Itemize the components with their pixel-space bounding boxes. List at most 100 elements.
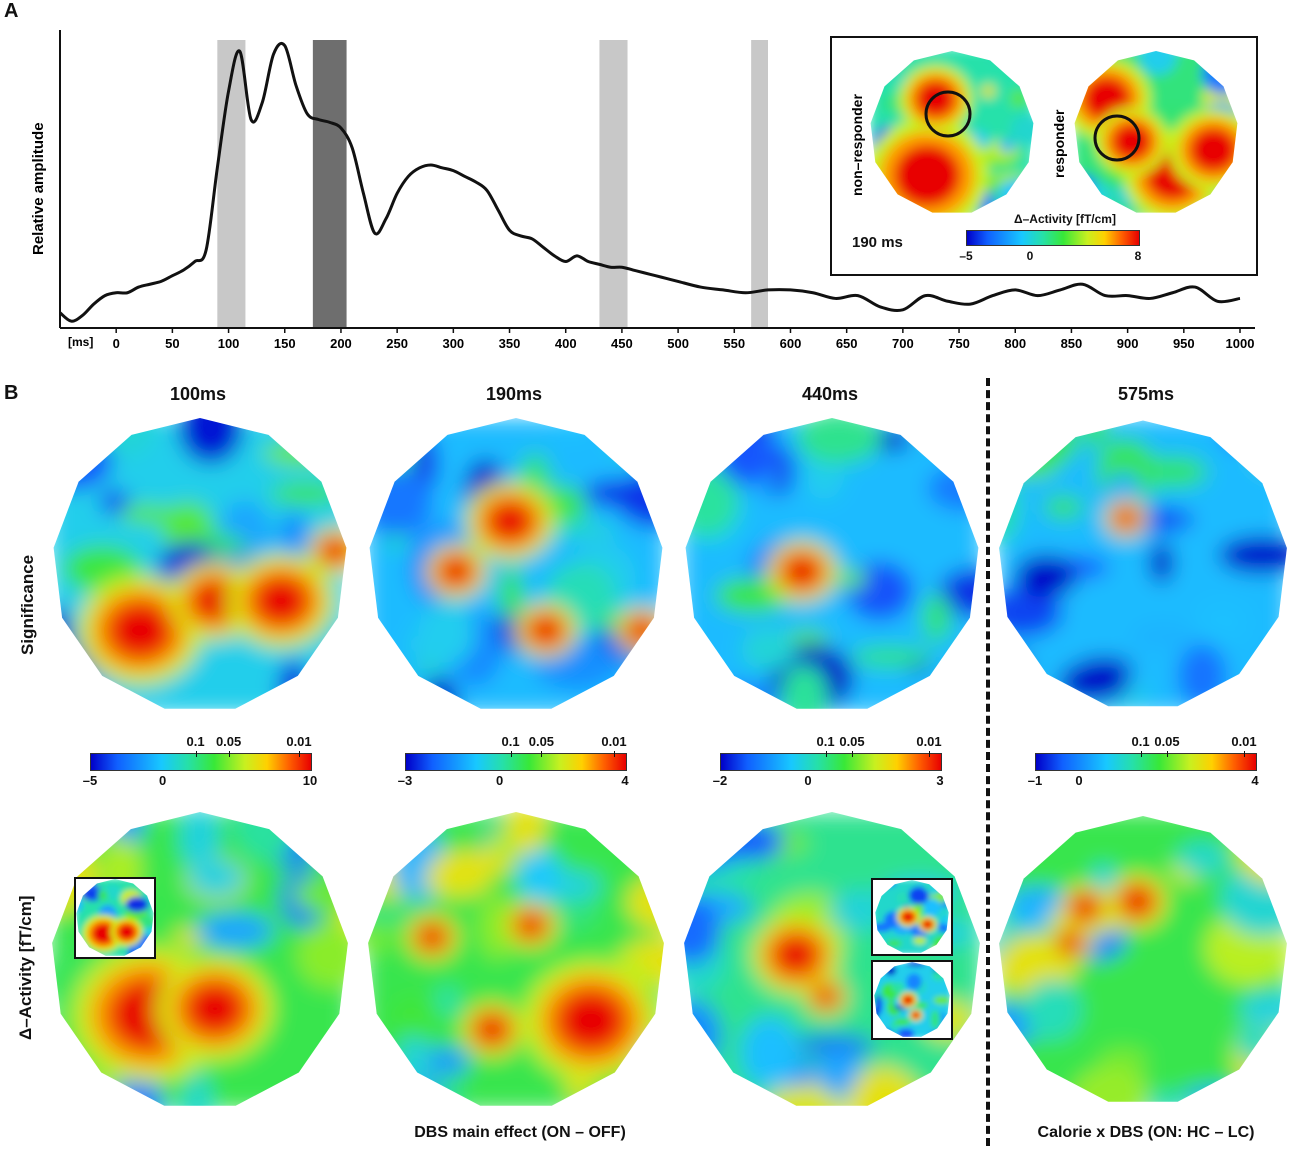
x-tick-label: 650 xyxy=(836,336,858,351)
inset-cbar-title: Δ–Activity [fT/cm] xyxy=(1014,212,1116,226)
activity-map-100ms xyxy=(50,812,350,1110)
colorbar-100ms xyxy=(90,753,312,771)
inset-map-440ms-top xyxy=(871,878,953,956)
colorbar-pvalue-label: 0.01 xyxy=(601,734,627,749)
significance-map-190ms xyxy=(366,418,666,713)
x-tick-label: 1000 xyxy=(1226,336,1255,351)
highlight-band-1 xyxy=(312,40,347,328)
colorbar-440ms xyxy=(720,753,942,771)
colorbar-pvalue-label: 0.1 xyxy=(501,734,520,749)
nonresponder-map xyxy=(870,48,1034,218)
x-tick-label: 150 xyxy=(274,336,296,351)
colorbar-pvalue-tick xyxy=(1140,751,1142,757)
colorbar-pvalue-tick xyxy=(1244,751,1245,757)
colorbar-pvalue-tick xyxy=(852,751,853,757)
x-tick-label: 200 xyxy=(330,336,352,351)
significance-map-440ms xyxy=(682,418,982,713)
x-tick-label: 50 xyxy=(165,336,179,351)
colorbar-190ms xyxy=(405,753,627,771)
colorbar-tick-label: –1 xyxy=(1027,773,1043,788)
colorbar-pvalue-label: 0.1 xyxy=(186,734,205,749)
x-tick-label: 900 xyxy=(1117,336,1139,351)
x-tick-label: 850 xyxy=(1061,336,1083,351)
colorbar-tick-label: 4 xyxy=(621,773,629,788)
colorbar-pvalue-tick xyxy=(195,751,197,757)
nonresponder-label: non–responder xyxy=(849,94,865,196)
column-title-440ms: 440ms xyxy=(801,384,859,404)
colorbar-pvalue-label: 0.05 xyxy=(1154,734,1180,749)
inset-map-100ms xyxy=(74,877,156,959)
highlight-band-0 xyxy=(217,40,246,328)
x-tick-label: 750 xyxy=(948,336,970,351)
colorbar-pvalue-label: 0.1 xyxy=(1131,734,1150,749)
colorbar-tick-label: 3 xyxy=(936,773,944,788)
x-tick-label: 100 xyxy=(218,336,240,351)
colorbar-pvalue-label: 0.01 xyxy=(916,734,942,749)
column-title-190ms: 190ms xyxy=(485,384,543,404)
colorbar-575ms xyxy=(1035,753,1257,771)
panel-letter-a: A xyxy=(4,0,19,22)
x-tick-label: 550 xyxy=(723,336,745,351)
inset-cbar-tick-min: –5 xyxy=(959,249,973,263)
colorbar-pvalue-tick xyxy=(228,751,230,757)
colorbar-tick-label: –2 xyxy=(712,773,728,788)
inset-colorbar xyxy=(966,230,1140,246)
inset-cbar-tick-zero: 0 xyxy=(1026,249,1034,263)
colorbar-tick-label: 4 xyxy=(1251,773,1259,788)
x-tick-label: 300 xyxy=(442,336,464,351)
colorbar-pvalue-tick xyxy=(929,751,930,757)
colorbar-pvalue-label: 0.05 xyxy=(839,734,865,749)
x-tick-label: 350 xyxy=(499,336,521,351)
activity-map-190ms xyxy=(366,812,666,1110)
inset-time-label: 190 ms xyxy=(852,234,903,251)
x-tick-label: 800 xyxy=(1004,336,1026,351)
colorbar-tick-label: 10 xyxy=(302,773,318,788)
significance-map-575ms xyxy=(998,418,1288,713)
x-tick-label: 0 xyxy=(113,336,120,351)
colorbar-pvalue-tick xyxy=(510,751,512,757)
responder-label: responder xyxy=(1051,109,1067,178)
dashed-separator xyxy=(986,378,990,1146)
caption-dbs-main-effect: DBS main effect (ON – OFF) xyxy=(414,1124,626,1141)
x-tick-label: 450 xyxy=(611,336,633,351)
x-tick-label: 250 xyxy=(386,336,408,351)
colorbar-pvalue-label: 0.05 xyxy=(528,734,555,749)
amplitude-chart: 0 50 100 150 200 250 300 350 400 450 500 550 600 650 7… xyxy=(30,30,1255,351)
x-tick-label: 500 xyxy=(667,336,689,351)
inset-cbar-tick-max: 8 xyxy=(1134,249,1142,263)
inset-map-440ms-bottom xyxy=(871,960,953,1040)
column-title-575ms: 575ms xyxy=(1117,384,1175,404)
colorbar-tick-label: –5 xyxy=(82,773,98,788)
highlight-band-2 xyxy=(599,40,628,328)
colorbar-pvalue-tick xyxy=(541,751,543,757)
colorbar-tick-label: 0 xyxy=(495,773,504,788)
colorbar-tick-label: 0 xyxy=(1075,773,1083,788)
colorbar-tick-label: 0 xyxy=(804,773,812,788)
panel-letter-b: B xyxy=(4,382,19,404)
colorbar-pvalue-tick xyxy=(299,751,300,757)
colorbar-pvalue-tick xyxy=(1167,751,1168,757)
highlight-band-3 xyxy=(751,40,768,328)
x-tick-label: 400 xyxy=(555,336,577,351)
row-label-activity: Δ–Activity [fT/cm] xyxy=(16,895,35,1040)
colorbar-pvalue-label: 0.01 xyxy=(286,734,312,749)
colorbar-pvalue-label: 0.01 xyxy=(1231,734,1257,749)
amplitude-line xyxy=(59,41,1241,323)
x-unit-label: [ms] xyxy=(68,335,93,349)
x-tick-label: 600 xyxy=(780,336,802,351)
colorbar-pvalue-tick xyxy=(614,751,615,757)
colorbar-pvalue-label: 0.1 xyxy=(816,734,835,749)
colorbar-pvalue-tick xyxy=(825,751,827,757)
responder-map xyxy=(1074,48,1238,218)
x-tick-label: 700 xyxy=(892,336,914,351)
caption-calorie-dbs: Calorie x DBS (ON: HC – LC) xyxy=(1037,1124,1255,1141)
significance-map-100ms xyxy=(50,418,350,713)
colorbar-pvalue-label: 0.05 xyxy=(215,734,242,749)
colorbar-tick-label: 0 xyxy=(158,773,167,788)
activity-map-575ms xyxy=(998,812,1288,1110)
x-tick-label: 950 xyxy=(1173,336,1195,351)
y-axis-label: Relative amplitude xyxy=(30,122,47,255)
responder-inset: non–responder responder 190 ms Δ–Activit… xyxy=(830,36,1258,276)
column-title-100ms: 100ms xyxy=(169,384,227,404)
colorbar-tick-label: –3 xyxy=(397,773,413,788)
